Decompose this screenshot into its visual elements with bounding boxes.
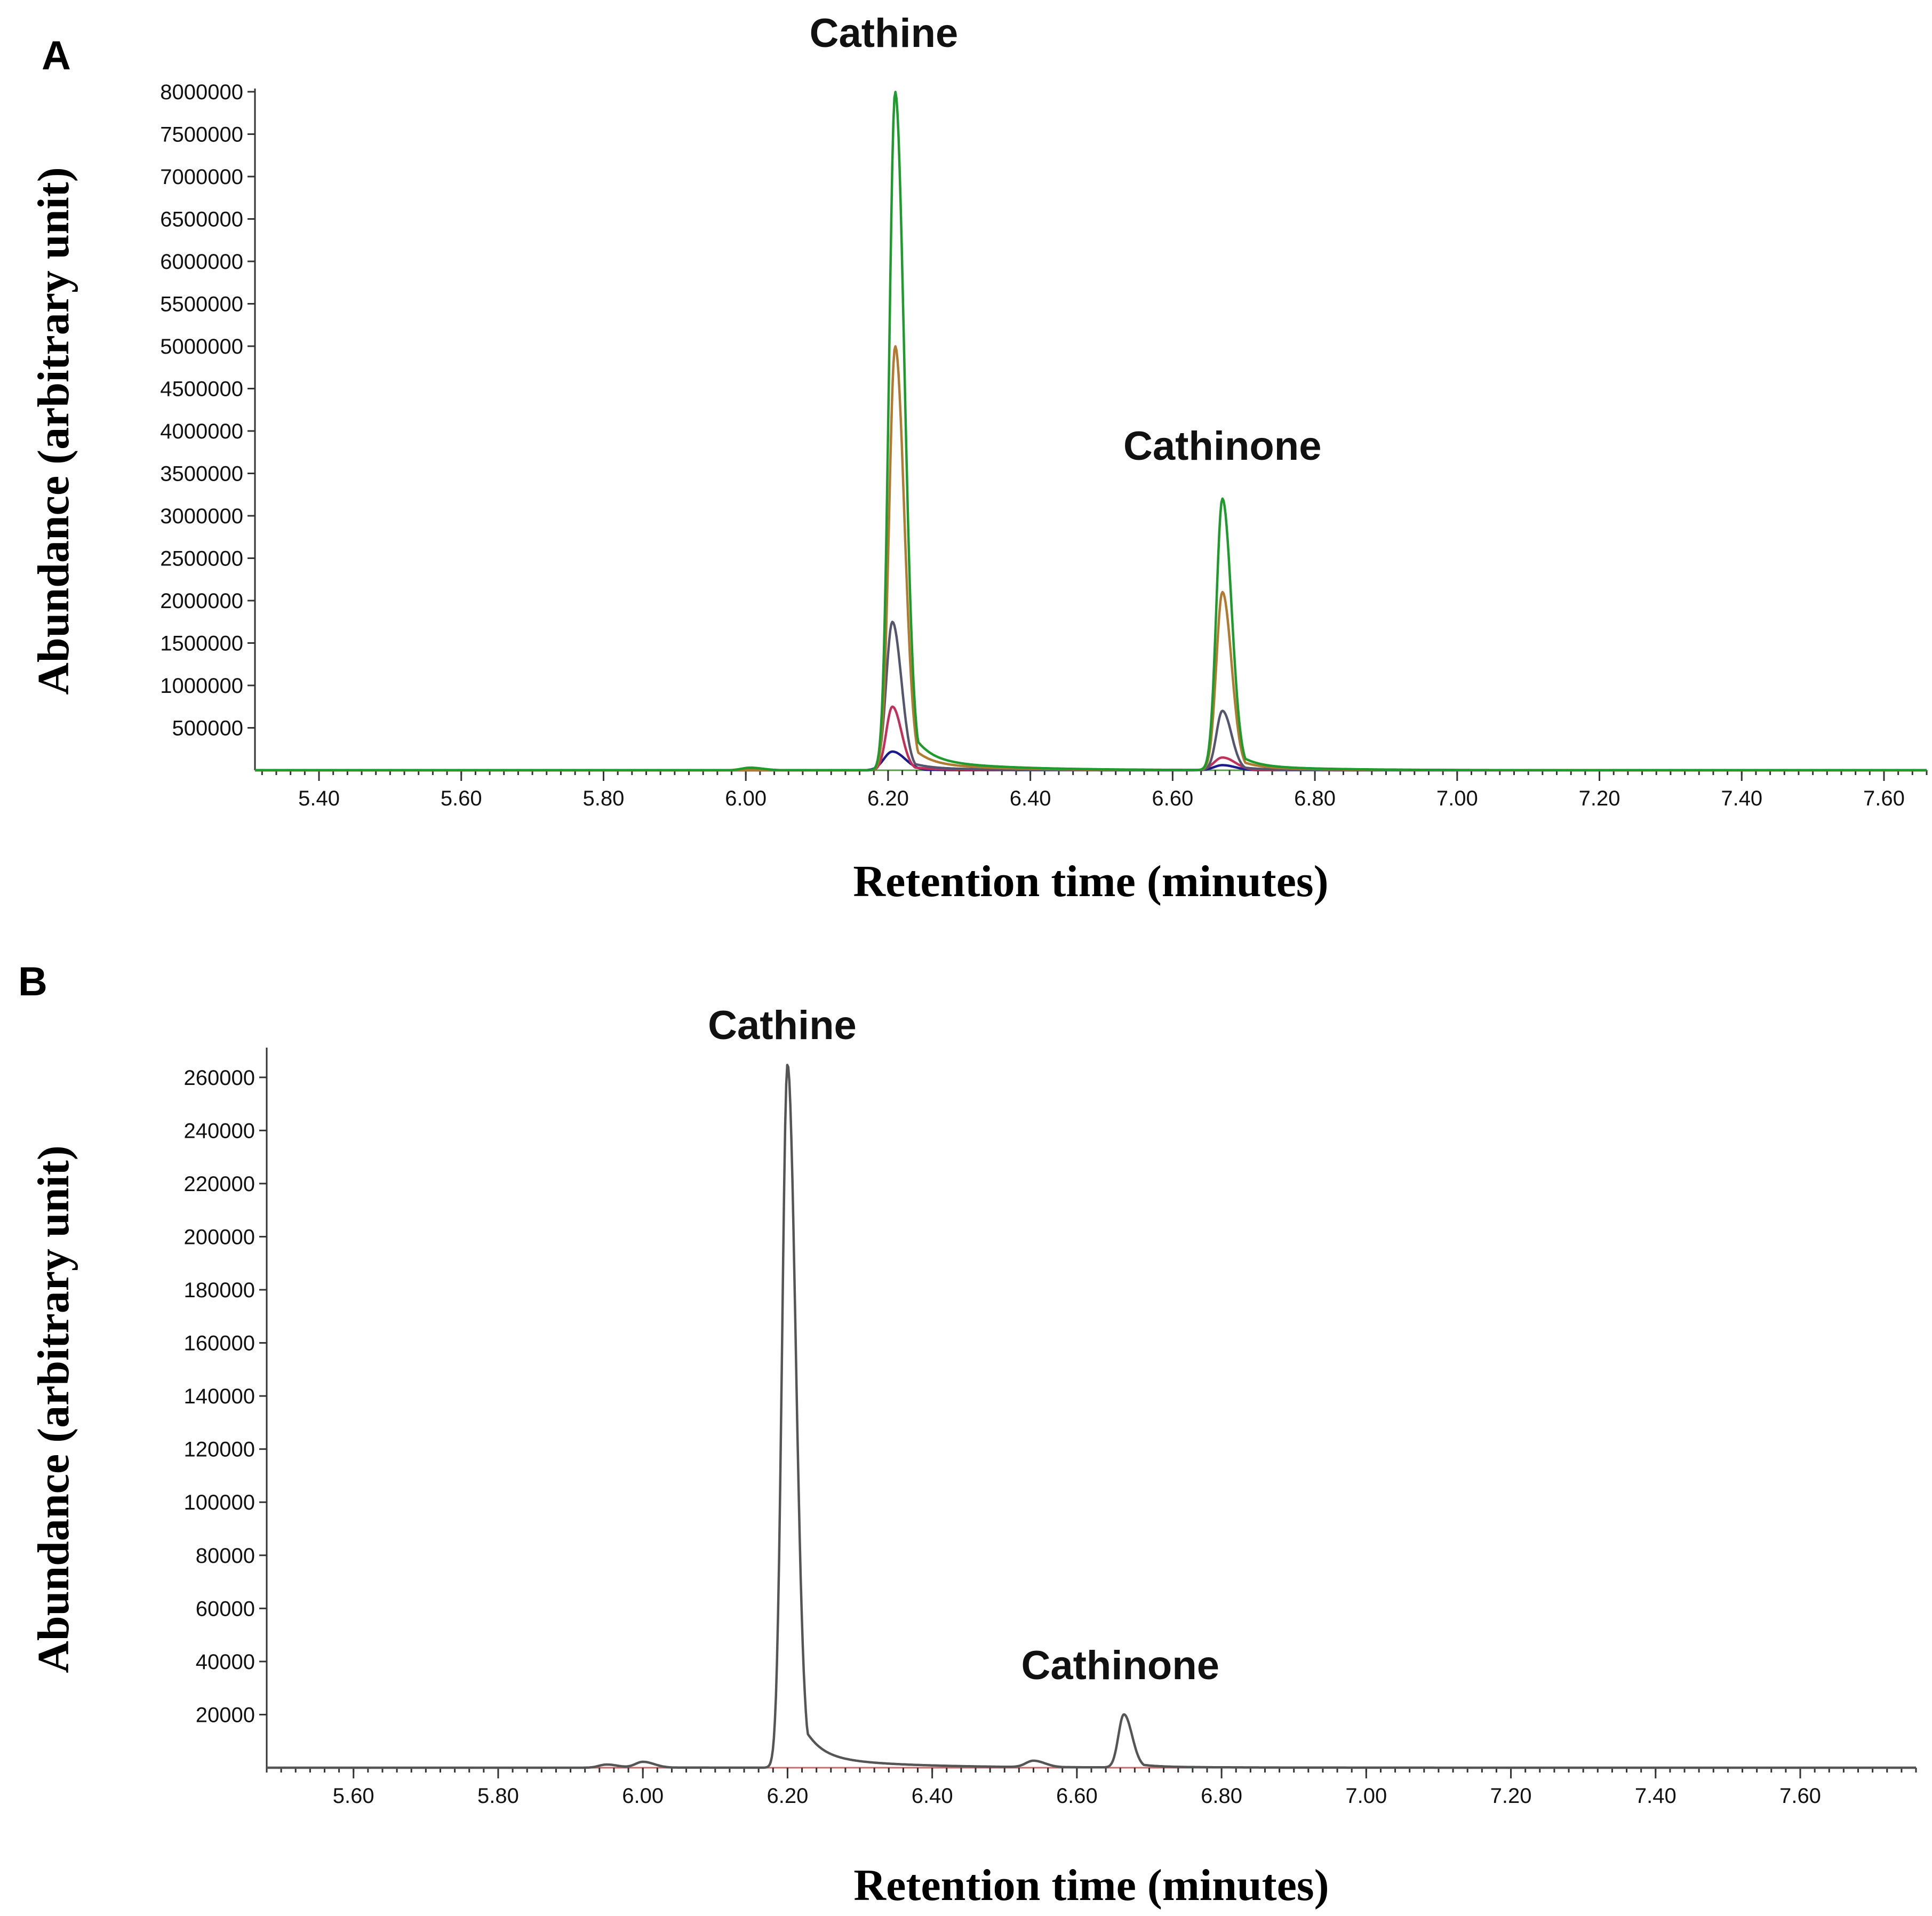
y-tick-label: 8000000 [160, 81, 243, 104]
y-tick-label: 200000 [184, 1225, 255, 1249]
y-tick-label: 7500000 [160, 123, 243, 147]
panel-letter: B [18, 959, 47, 1004]
y-tick-label: 3500000 [160, 462, 243, 486]
y-tick-label: 140000 [184, 1385, 255, 1408]
y-tick-label: 60000 [196, 1597, 255, 1620]
x-tick-label: 6.40 [912, 1784, 953, 1808]
y-tick-label: 3000000 [160, 505, 243, 528]
x-axis-title: Retention time (minutes) [853, 857, 1328, 906]
x-tick-label: 6.60 [1152, 787, 1193, 810]
y-axis-title: Abundance (arbitrary unit) [29, 1145, 78, 1673]
trace-series [254, 750, 1927, 772]
y-tick-label: 120000 [184, 1438, 255, 1462]
y-tick-label: 1500000 [160, 632, 243, 656]
x-tick-label: 7.20 [1490, 1784, 1532, 1808]
y-tick-label: 260000 [184, 1066, 255, 1090]
peak-label: Cathine [708, 1003, 857, 1048]
trace-series [254, 620, 1927, 772]
y-axis-title: Abundance (arbitrary unit) [29, 167, 78, 694]
x-tick-label: 6.60 [1056, 1784, 1098, 1808]
trace-series [254, 705, 1927, 772]
x-tick-label: 5.80 [477, 1784, 519, 1808]
panel-a: A 500000 1000000 1500000 2000000 2500000 30000… [29, 11, 1928, 906]
y-tick-label: 100000 [184, 1491, 255, 1514]
y-tick-label: 2000000 [160, 589, 243, 613]
y-tick-label: 7000000 [160, 165, 243, 189]
y-tick-label: 5500000 [160, 293, 243, 316]
x-tick-label: 7.00 [1345, 1784, 1387, 1808]
y-tick-label: 180000 [184, 1279, 255, 1302]
y-tick-label: 80000 [196, 1544, 255, 1568]
x-tick-label: 7.60 [1863, 787, 1905, 810]
y-tick-label: 2500000 [160, 547, 243, 571]
x-tick-label: 7.40 [1721, 787, 1762, 810]
x-tick-label: 5.60 [333, 1784, 374, 1808]
y-tick-label: 6000000 [160, 250, 243, 274]
y-tick-label: 40000 [196, 1650, 255, 1674]
x-tick-label: 7.00 [1436, 787, 1478, 810]
x-tick-label: 5.60 [441, 787, 482, 810]
y-tick-label: 4000000 [160, 420, 243, 443]
x-tick-label: 6.00 [622, 1784, 664, 1808]
panel-b: B 20000 40000 60000 80000 100000 120000 140000 1… [18, 959, 1917, 1910]
x-tick-label: 6.00 [725, 787, 767, 810]
x-tick-label: 6.80 [1201, 1784, 1242, 1808]
peak-label: Cathine [810, 11, 959, 56]
x-tick-label: 6.20 [767, 1784, 808, 1808]
y-tick-label: 1000000 [160, 674, 243, 698]
x-tick-label: 6.80 [1294, 787, 1336, 810]
y-tick-label: 240000 [184, 1119, 255, 1143]
trace-series [266, 1064, 1917, 1769]
trace-series [254, 345, 1927, 772]
y-tick-label: 500000 [172, 717, 243, 740]
trace-series [254, 91, 1927, 772]
x-axis-title: Retention time (minutes) [853, 1861, 1329, 1910]
x-tick-label: 7.40 [1635, 1784, 1676, 1808]
y-tick-label: 5000000 [160, 335, 243, 358]
panel-letter: A [42, 33, 71, 78]
x-tick-label: 7.60 [1779, 1784, 1821, 1808]
peak-label: Cathinone [1123, 424, 1322, 469]
y-tick-label: 220000 [184, 1172, 255, 1196]
x-tick-label: 5.40 [298, 787, 340, 810]
x-tick-label: 7.20 [1579, 787, 1620, 810]
x-tick-label: 6.40 [1010, 787, 1051, 810]
x-tick-label: 6.20 [867, 787, 909, 810]
y-tick-label: 4500000 [160, 378, 243, 401]
y-tick-label: 160000 [184, 1332, 255, 1355]
y-tick-label: 20000 [196, 1703, 255, 1727]
y-tick-label: 6500000 [160, 208, 243, 231]
peak-label: Cathinone [1021, 1643, 1219, 1688]
x-tick-label: 5.80 [583, 787, 625, 810]
